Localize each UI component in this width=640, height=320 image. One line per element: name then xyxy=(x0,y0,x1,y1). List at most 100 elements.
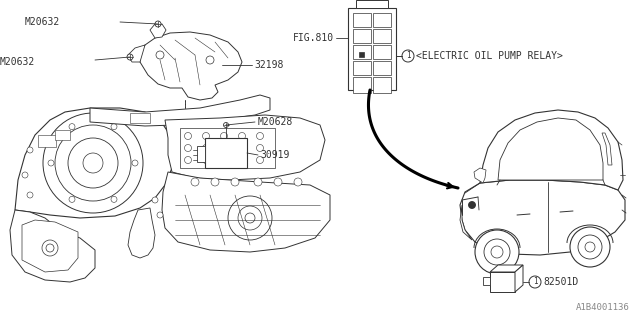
Circle shape xyxy=(257,145,264,151)
Bar xyxy=(359,52,364,57)
Circle shape xyxy=(238,206,262,230)
Circle shape xyxy=(55,125,131,201)
Bar xyxy=(353,61,371,75)
Circle shape xyxy=(274,178,282,186)
Circle shape xyxy=(585,242,595,252)
Text: <ELECTRIC OIL PUMP RELAY>: <ELECTRIC OIL PUMP RELAY> xyxy=(416,51,563,61)
Text: M20632: M20632 xyxy=(25,17,60,27)
Bar xyxy=(348,8,396,90)
Circle shape xyxy=(69,124,75,130)
Circle shape xyxy=(206,56,214,64)
Circle shape xyxy=(221,132,227,140)
Polygon shape xyxy=(205,138,247,168)
Polygon shape xyxy=(498,118,603,180)
Bar xyxy=(180,128,275,168)
Circle shape xyxy=(156,51,164,59)
Bar xyxy=(353,29,371,43)
Polygon shape xyxy=(150,24,166,38)
Circle shape xyxy=(468,202,476,209)
Circle shape xyxy=(491,246,503,258)
Polygon shape xyxy=(515,265,523,292)
Polygon shape xyxy=(480,110,623,190)
Circle shape xyxy=(42,240,58,256)
Polygon shape xyxy=(460,180,625,255)
Circle shape xyxy=(155,21,161,27)
Circle shape xyxy=(22,172,28,178)
Circle shape xyxy=(43,113,143,213)
Text: FIG.810: FIG.810 xyxy=(293,33,334,43)
Text: M20628: M20628 xyxy=(258,117,293,127)
Circle shape xyxy=(111,124,117,130)
Text: 32198: 32198 xyxy=(254,60,284,70)
Circle shape xyxy=(27,147,33,153)
Circle shape xyxy=(231,178,239,186)
Bar xyxy=(130,113,150,123)
Bar xyxy=(353,77,371,93)
Circle shape xyxy=(254,178,262,186)
Polygon shape xyxy=(90,95,270,126)
Circle shape xyxy=(239,156,246,164)
Polygon shape xyxy=(22,220,78,272)
Circle shape xyxy=(257,132,264,140)
Circle shape xyxy=(223,123,228,127)
Text: 1: 1 xyxy=(406,52,410,60)
Bar xyxy=(490,272,515,292)
Circle shape xyxy=(69,196,75,202)
Circle shape xyxy=(570,227,610,267)
Bar xyxy=(373,61,391,75)
Text: M20632: M20632 xyxy=(0,57,35,67)
Bar xyxy=(373,45,391,59)
Circle shape xyxy=(68,138,118,188)
Text: 30919: 30919 xyxy=(260,150,289,160)
Circle shape xyxy=(228,196,272,240)
Circle shape xyxy=(184,145,191,151)
Polygon shape xyxy=(602,133,612,165)
Circle shape xyxy=(257,156,264,164)
Bar xyxy=(483,277,490,285)
Text: 82501D: 82501D xyxy=(543,277,579,287)
Circle shape xyxy=(83,153,103,173)
Circle shape xyxy=(202,145,209,151)
Circle shape xyxy=(529,276,541,288)
Circle shape xyxy=(294,178,302,186)
Bar xyxy=(373,29,391,43)
Circle shape xyxy=(48,160,54,166)
Circle shape xyxy=(475,230,519,274)
Circle shape xyxy=(202,132,209,140)
Circle shape xyxy=(239,132,246,140)
Circle shape xyxy=(245,213,255,223)
Circle shape xyxy=(221,156,227,164)
Polygon shape xyxy=(15,108,172,218)
Polygon shape xyxy=(460,205,472,240)
Polygon shape xyxy=(162,172,330,252)
Circle shape xyxy=(202,156,209,164)
Bar xyxy=(55,130,70,140)
Circle shape xyxy=(221,145,227,151)
Text: A1B4001136: A1B4001136 xyxy=(576,303,630,312)
Bar xyxy=(38,135,56,147)
Circle shape xyxy=(132,160,138,166)
Circle shape xyxy=(27,192,33,198)
Polygon shape xyxy=(474,168,486,183)
Bar xyxy=(353,13,371,27)
Bar xyxy=(353,45,371,59)
Text: 1: 1 xyxy=(532,277,538,286)
Circle shape xyxy=(239,145,246,151)
Circle shape xyxy=(484,239,510,265)
Bar xyxy=(373,77,391,93)
Circle shape xyxy=(184,156,191,164)
Circle shape xyxy=(191,178,199,186)
Bar xyxy=(373,13,391,27)
Polygon shape xyxy=(197,146,205,162)
Circle shape xyxy=(211,178,219,186)
Circle shape xyxy=(402,50,414,62)
Polygon shape xyxy=(140,32,242,100)
Circle shape xyxy=(157,212,163,218)
Bar xyxy=(356,0,388,8)
Polygon shape xyxy=(128,45,145,62)
Polygon shape xyxy=(128,208,155,258)
Circle shape xyxy=(127,54,133,60)
Polygon shape xyxy=(10,210,95,282)
Circle shape xyxy=(152,197,158,203)
Polygon shape xyxy=(490,265,523,272)
